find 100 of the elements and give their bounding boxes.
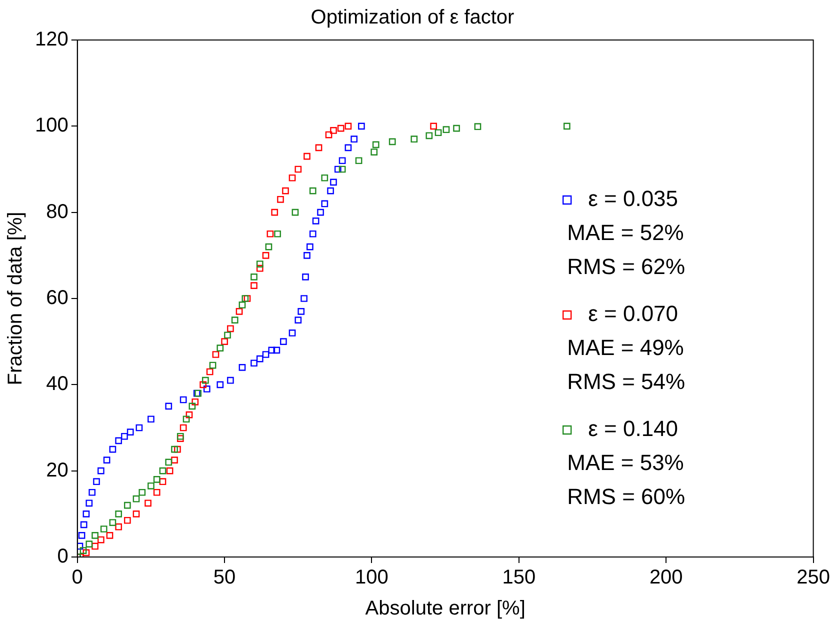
point bbox=[302, 274, 309, 280]
point bbox=[97, 467, 104, 474]
point bbox=[306, 243, 314, 250]
point bbox=[115, 437, 122, 444]
point bbox=[256, 264, 264, 272]
annotation: MAE = 49% bbox=[567, 335, 684, 360]
point bbox=[227, 376, 234, 384]
point bbox=[231, 316, 238, 324]
point bbox=[430, 122, 437, 130]
x-tick-label: 200 bbox=[649, 566, 683, 589]
point bbox=[256, 355, 264, 362]
point bbox=[78, 532, 86, 539]
point bbox=[136, 424, 143, 432]
point bbox=[92, 542, 98, 550]
point bbox=[327, 187, 334, 194]
point bbox=[266, 230, 274, 238]
point bbox=[221, 338, 228, 346]
point bbox=[109, 446, 116, 453]
point bbox=[288, 174, 296, 182]
point bbox=[165, 402, 172, 410]
point bbox=[159, 478, 166, 486]
y-axis-title: Fraction of data [%] bbox=[4, 212, 27, 386]
point bbox=[200, 381, 206, 388]
point bbox=[180, 424, 187, 432]
point bbox=[212, 351, 220, 358]
point bbox=[238, 302, 246, 308]
point bbox=[106, 532, 114, 539]
y-tick-label: 60 bbox=[46, 287, 68, 310]
point bbox=[132, 510, 140, 518]
point bbox=[132, 495, 140, 502]
point bbox=[86, 500, 93, 507]
point bbox=[124, 502, 131, 509]
point bbox=[294, 166, 302, 173]
point bbox=[298, 308, 305, 315]
point bbox=[236, 308, 243, 315]
point bbox=[153, 488, 160, 496]
point bbox=[317, 208, 324, 216]
x-tick-label: 150 bbox=[502, 566, 536, 589]
point bbox=[153, 476, 160, 483]
point bbox=[250, 360, 258, 367]
point bbox=[171, 456, 178, 464]
point bbox=[388, 138, 396, 146]
point bbox=[453, 124, 460, 132]
point bbox=[250, 274, 258, 280]
point bbox=[268, 346, 276, 354]
point bbox=[209, 362, 216, 369]
annotation: RMS = 60% bbox=[567, 484, 686, 510]
y-tick-label: 120 bbox=[34, 28, 68, 51]
point bbox=[330, 127, 337, 134]
point bbox=[280, 338, 287, 346]
point bbox=[256, 260, 264, 268]
point bbox=[80, 547, 87, 554]
point bbox=[330, 178, 337, 186]
point bbox=[138, 488, 146, 496]
point bbox=[250, 282, 258, 290]
point bbox=[370, 148, 378, 156]
point bbox=[325, 131, 332, 138]
point bbox=[288, 330, 296, 336]
point bbox=[92, 532, 98, 539]
point bbox=[426, 132, 433, 140]
point bbox=[315, 144, 322, 152]
y-tick-label: 40 bbox=[46, 373, 68, 396]
point bbox=[188, 402, 196, 410]
y-tick-label: 100 bbox=[34, 114, 68, 137]
point bbox=[358, 122, 365, 130]
point bbox=[321, 200, 328, 208]
point bbox=[300, 295, 308, 302]
point bbox=[262, 351, 270, 358]
point bbox=[216, 344, 224, 352]
point bbox=[171, 446, 178, 453]
point bbox=[224, 332, 231, 339]
x-tick-label: 50 bbox=[213, 566, 236, 589]
point bbox=[274, 230, 281, 238]
point bbox=[338, 157, 346, 164]
legend-label: ε = 0.070 bbox=[588, 301, 678, 326]
point bbox=[206, 368, 214, 376]
annotation: MAE = 52% bbox=[567, 220, 684, 246]
point bbox=[192, 398, 199, 406]
point bbox=[93, 478, 100, 486]
chart-title: Optimization of ε factor bbox=[310, 6, 515, 29]
point bbox=[312, 218, 320, 224]
point bbox=[344, 122, 352, 130]
point bbox=[321, 174, 328, 182]
annotation: RMS = 62% bbox=[567, 254, 686, 280]
x-axis-title: Absolute error [%] bbox=[365, 598, 526, 620]
point bbox=[344, 144, 352, 152]
point bbox=[100, 526, 108, 532]
point bbox=[282, 187, 289, 194]
point bbox=[338, 166, 346, 173]
point bbox=[180, 396, 187, 404]
point bbox=[121, 432, 128, 440]
point bbox=[563, 122, 570, 130]
legend-label: ε = 0.035 bbox=[588, 186, 678, 212]
point bbox=[273, 346, 280, 354]
point bbox=[202, 376, 209, 384]
point bbox=[165, 458, 172, 466]
y-tick-label: 80 bbox=[46, 200, 68, 223]
legend-label: ε = 0.140 bbox=[588, 416, 678, 442]
point bbox=[115, 523, 122, 530]
point bbox=[174, 446, 181, 453]
